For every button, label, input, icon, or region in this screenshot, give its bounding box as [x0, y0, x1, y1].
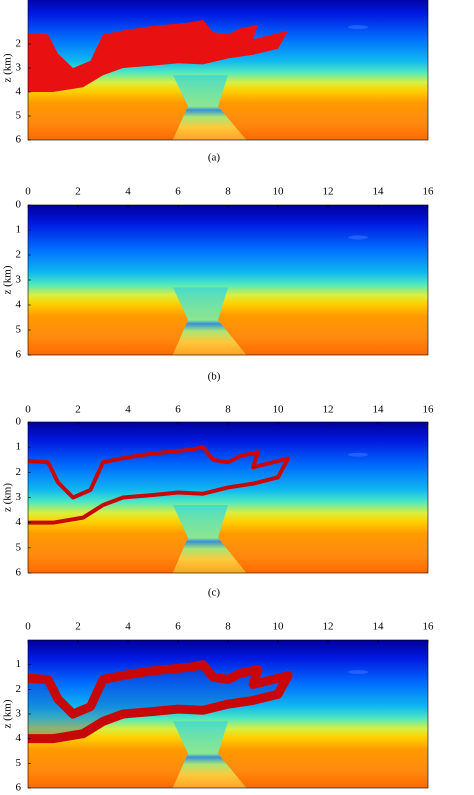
y-tick-label: 0: [16, 416, 22, 428]
y-tick-label: 5: [16, 757, 22, 769]
y-tick-label: 6: [16, 567, 22, 579]
x-tick-label: 14: [373, 186, 385, 198]
y-tick-label: 4: [16, 86, 22, 98]
x-tick-label: 16: [423, 621, 435, 633]
y-tick-label: 3: [16, 274, 22, 286]
y-tick-label: 6: [16, 349, 22, 361]
x-tick-label: 10: [273, 186, 285, 198]
x-tick-label: 12: [323, 621, 334, 633]
salt-rim: [28, 445, 290, 525]
x-tick-label: 4: [125, 404, 131, 416]
y-axis-label: z (km): [2, 483, 14, 512]
x-tick-label: 0: [25, 621, 31, 633]
x-tick-label: 2: [75, 404, 81, 416]
trapezoid: [172, 287, 247, 355]
lens: [348, 452, 368, 457]
caption: (a): [208, 152, 221, 164]
y-axis-label: z (km): [2, 265, 14, 294]
trapezoid: [172, 505, 247, 573]
x-tick-label: 16: [423, 186, 435, 198]
y-tick-label: 2: [16, 249, 22, 261]
y-tick-label: 6: [16, 134, 22, 146]
x-tick-label: 6: [175, 621, 181, 633]
y-tick-label: 4: [16, 732, 22, 744]
x-tick-label: 8: [225, 621, 231, 633]
x-tick-label: 14: [373, 404, 385, 416]
background: [28, 205, 428, 355]
velocity-image: [28, 640, 428, 788]
trapezoid: [172, 721, 247, 788]
velocity-image: [28, 0, 428, 140]
y-tick-label: 3: [16, 62, 22, 74]
y-tick-label: 0: [16, 0, 22, 2]
x-tick-label: 4: [125, 621, 131, 633]
x-tick-label: 14: [373, 621, 385, 633]
x-tick-label: 8: [225, 404, 231, 416]
y-tick-label: 5: [16, 541, 22, 553]
x-tick-label: 12: [323, 186, 334, 198]
y-tick-label: 5: [16, 324, 22, 336]
x-tick-label: 6: [175, 186, 181, 198]
lens: [348, 25, 368, 30]
x-tick-label: 10: [273, 404, 285, 416]
x-tick-label: 0: [25, 404, 31, 416]
y-tick-label: 1: [16, 441, 22, 453]
y-tick-label: 4: [16, 516, 22, 528]
y-tick-label: 1: [16, 658, 22, 670]
salt: [28, 20, 288, 92]
y-tick-label: 6: [16, 782, 22, 794]
velocity-image: [28, 205, 428, 355]
y-axis-label: z (km): [2, 53, 14, 82]
salt-rim: [28, 660, 293, 744]
caption: (b): [208, 371, 221, 383]
x-tick-label: 12: [323, 404, 334, 416]
caption: (c): [208, 587, 221, 599]
velocity-image: [28, 422, 428, 573]
lens: [348, 235, 368, 240]
x-tick-label: 0: [25, 186, 31, 198]
x-tick-label: 4: [125, 186, 131, 198]
background: [28, 422, 428, 573]
y-tick-label: 4: [16, 299, 22, 311]
x-tick-label: 16: [423, 404, 435, 416]
y-tick-label: 3: [16, 491, 22, 503]
y-tick-label: 0: [16, 199, 22, 211]
y-tick-label: 2: [16, 466, 22, 478]
panel: 0 2 3 4 5 6 z (km) (a): [2, 0, 429, 164]
x-tick-label: 6: [175, 404, 181, 416]
y-tick-label: 1: [16, 224, 22, 236]
y-tick-label: 3: [16, 708, 22, 720]
x-tick-label: 2: [75, 621, 81, 633]
x-tick-label: 10: [273, 621, 285, 633]
x-tick-label: 2: [75, 186, 81, 198]
trapezoid: [172, 75, 247, 140]
background: [28, 640, 428, 788]
lens: [348, 670, 368, 675]
y-axis-label: z (km): [2, 699, 14, 728]
y-tick-label: 5: [16, 110, 22, 122]
x-tick-label: 8: [225, 186, 231, 198]
y-tick-label: 2: [16, 683, 22, 695]
y-tick-label: 2: [16, 38, 22, 50]
